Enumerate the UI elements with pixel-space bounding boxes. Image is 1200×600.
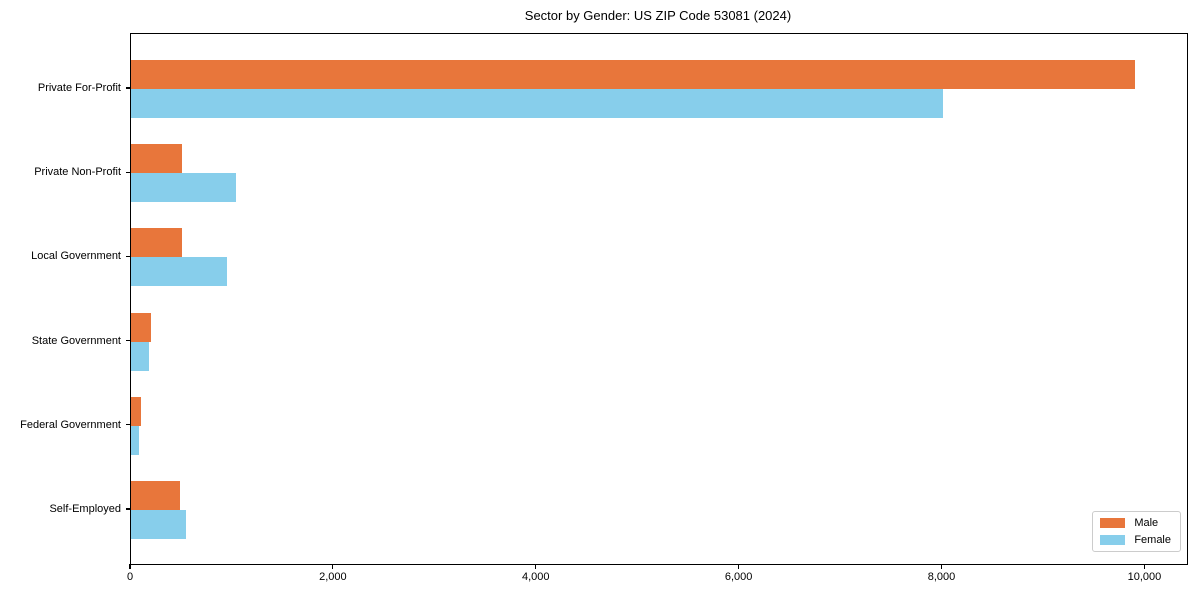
female-series-swatch (1100, 535, 1126, 545)
bar-male (131, 60, 1136, 89)
y-tick-label: Local Government (31, 250, 121, 263)
bar-female (131, 425, 140, 455)
legend: Male Female (1092, 511, 1181, 552)
plot-area: Male Female (130, 33, 1188, 565)
y-tick-label: Private For-Profit (37, 82, 121, 94)
bar-male (131, 481, 180, 510)
x-tick-label: 0 (126, 571, 134, 583)
legend-label-male: Male (1134, 517, 1159, 529)
male-series-swatch (1100, 518, 1126, 528)
bar-male (131, 312, 152, 342)
x-tick-label: 2,000 (319, 571, 347, 583)
bars-layer (131, 34, 1187, 564)
bar-female (131, 89, 943, 118)
y-tick-label: Federal Government (20, 418, 121, 431)
bar-female (131, 173, 237, 203)
y-tick-label: Private Non-Profit (34, 166, 121, 179)
bar-male (131, 144, 183, 174)
chart-title: Sector by Gender: US ZIP Code 53081 (202… (524, 8, 792, 23)
y-tick-label: State Government (31, 334, 121, 347)
bar-male (131, 228, 183, 258)
legend-item-male: Male (1100, 517, 1171, 529)
legend-label-female: Female (1134, 534, 1171, 546)
x-tick-label: 8,000 (927, 571, 956, 583)
x-tick-label: 10,000 (1127, 571, 1162, 583)
bar-female (131, 257, 228, 287)
x-tick-label: 4,000 (521, 571, 550, 583)
bar-female (131, 510, 186, 539)
legend-item-female: Female (1100, 534, 1171, 546)
y-tick-label: Self-Employed (49, 503, 121, 515)
bar-male (131, 396, 141, 426)
bar-female (131, 341, 149, 371)
x-tick-label: 6,000 (724, 571, 753, 583)
